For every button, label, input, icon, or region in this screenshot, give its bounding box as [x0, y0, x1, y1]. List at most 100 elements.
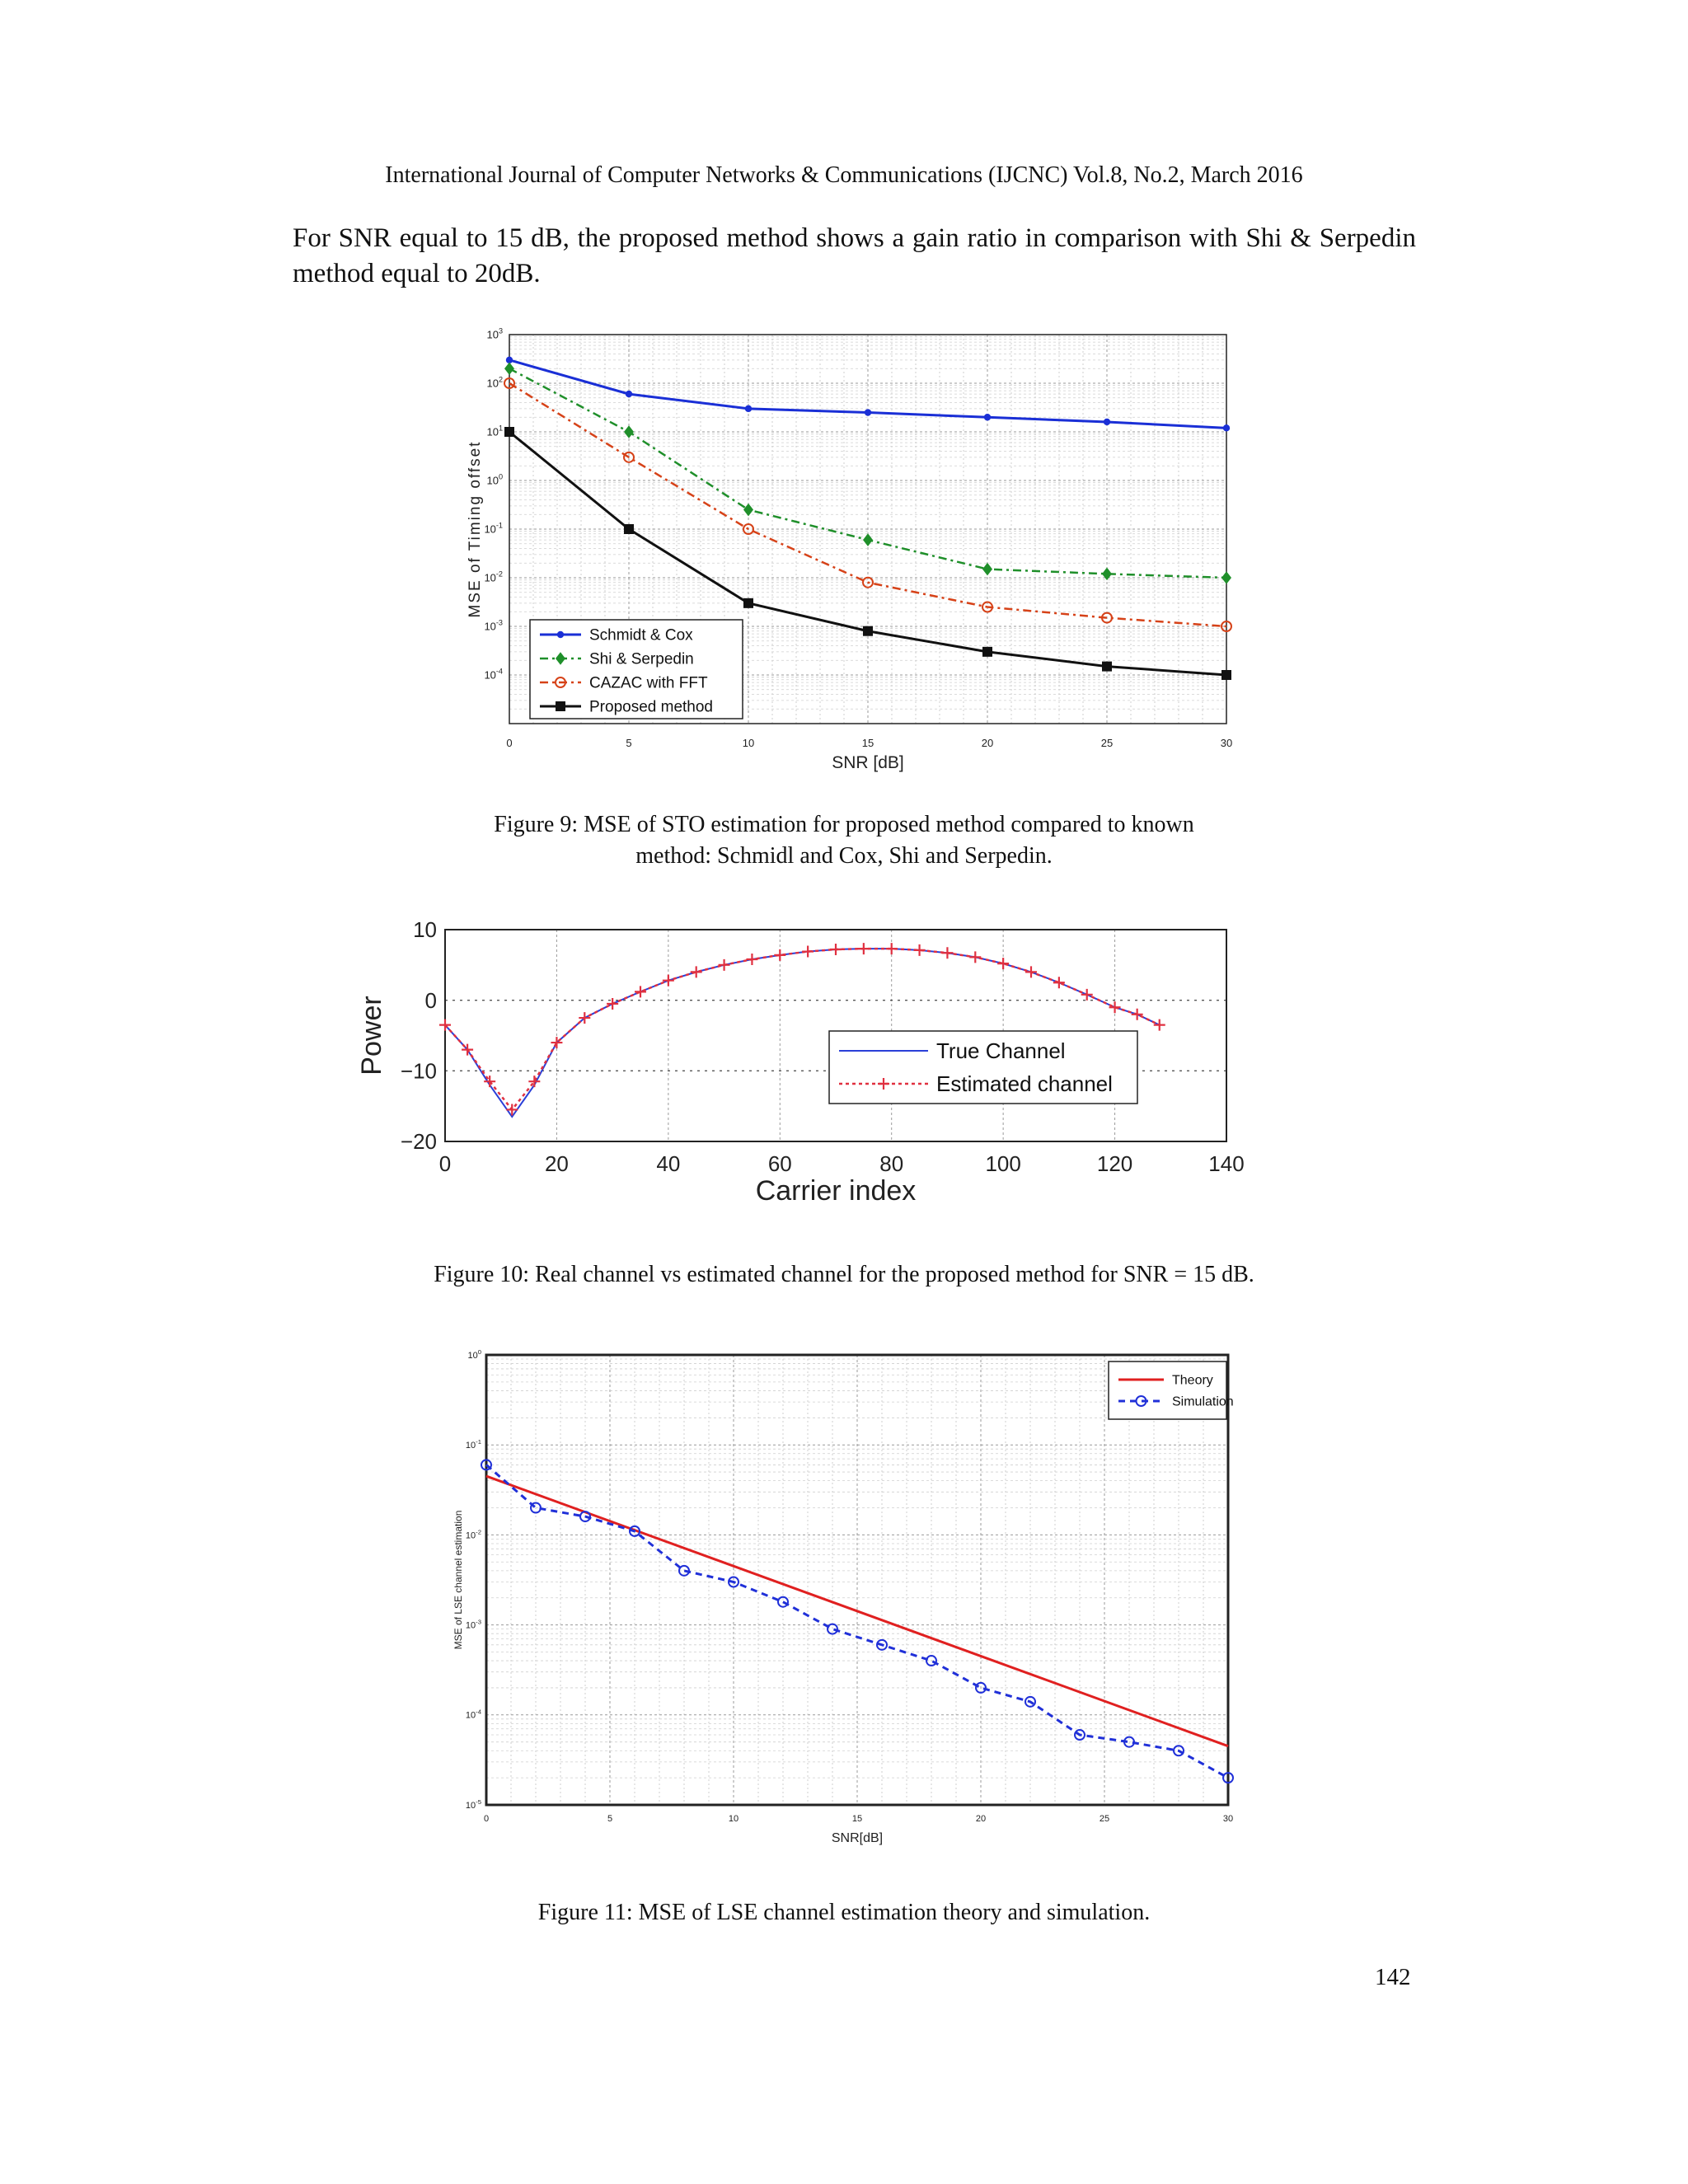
figure-9-caption-line1: Figure 9: MSE of STO estimation for prop…	[494, 812, 1194, 837]
fig10-data-point	[690, 966, 702, 978]
fig9-data-point	[982, 646, 992, 657]
fig9-x-tick-label: 25	[1101, 737, 1113, 749]
fig11-x-tick-label: 25	[1100, 1814, 1109, 1824]
fig10-data-point	[462, 1043, 474, 1056]
fig9-frame	[509, 334, 1227, 724]
fig10-data-point	[662, 974, 674, 987]
fig10-data-point	[857, 943, 870, 955]
fig10-frame	[444, 929, 1227, 1142]
fig11-x-tick-label: 0	[484, 1814, 489, 1824]
fig10-data-point	[969, 951, 982, 963]
fig9-x-tick-label: 10	[743, 737, 754, 749]
fig9-data-point	[862, 576, 874, 588]
fig10-x-tick-label: 40	[656, 1151, 680, 1176]
fig11-legend-label: Simulation	[1172, 1395, 1234, 1409]
fig11-data-point	[579, 1511, 591, 1523]
fig9-data-point	[623, 451, 635, 463]
fig9-series-2	[504, 377, 1232, 632]
fig9-data-point	[743, 598, 753, 608]
fig9-legend-marker	[556, 630, 565, 639]
fig10-data-point	[997, 958, 1010, 970]
fig10-legend-marker	[878, 1078, 889, 1090]
fig10-data-point	[1131, 1008, 1143, 1020]
fig10-data-point	[830, 943, 842, 955]
fig9-legend-label: Proposed method	[589, 699, 713, 716]
fig11-data-point	[678, 1564, 690, 1577]
fig10-y-tick-label: 0	[425, 988, 437, 1013]
fig9-data-point	[982, 562, 992, 576]
fig10-series-1	[439, 943, 1165, 1116]
fig10-data-point	[885, 943, 898, 955]
fig9-data-point	[624, 425, 634, 438]
page-number: 142	[1375, 1964, 1411, 1990]
fig10-legend-label: Estimated channel	[936, 1071, 1113, 1096]
fig11-x-tick-label: 20	[976, 1814, 986, 1824]
fig9-legend-label: Shi & Serpedin	[589, 651, 694, 668]
fig9-data-point	[863, 533, 873, 546]
fig9-data-point	[744, 405, 753, 413]
figure-10-caption-line1: Figure 10: Real channel vs estimated cha…	[434, 1262, 1254, 1287]
fig9-legend-label: CAZAC with FFT	[589, 675, 708, 692]
fig9-x-tick-label: 15	[862, 737, 874, 749]
fig10-data-point	[528, 1076, 541, 1088]
fig10-data-point	[1153, 1019, 1165, 1031]
fig10-x-tick-label: 100	[985, 1151, 1020, 1176]
fig10-series-line	[444, 947, 1160, 1112]
fig9-data-point	[1101, 612, 1113, 624]
fig11-data-point	[728, 1576, 739, 1588]
fig9-data-point	[1222, 424, 1231, 432]
fig10-legend-label: True Channel	[936, 1038, 1066, 1063]
figure-9-caption: Figure 9: MSE of STO estimation for prop…	[0, 809, 1688, 872]
fig9-data-point	[625, 390, 633, 398]
fig11-data-point	[777, 1596, 789, 1608]
fig9-series-3	[504, 427, 1231, 680]
fig11-data-point	[1123, 1736, 1135, 1748]
fig10-data-point	[1053, 977, 1065, 989]
fig10-x-axis-label: Carrier index	[756, 1175, 917, 1207]
fig10-legend: True Channel Estimated channel	[828, 1030, 1138, 1104]
fig11-x-tick-label: 10	[729, 1814, 738, 1824]
fig10-data-point	[802, 945, 814, 958]
fig9-legend-marker	[556, 701, 565, 711]
fig10-data-point	[484, 1076, 496, 1088]
fig11-data-point	[1025, 1695, 1036, 1708]
fig11-y-tick-label: 10-1	[466, 1438, 481, 1451]
fig11-series-line	[485, 1474, 1229, 1748]
fig10-data-point	[774, 949, 786, 961]
fig9-data-point	[1102, 567, 1112, 581]
fig11-y-tick-label: 10-5	[466, 1798, 481, 1811]
fig10-data-point	[506, 1104, 518, 1116]
fig10-data-point	[746, 953, 758, 965]
fig9-legend-marker	[555, 677, 566, 688]
fig11-y-axis-label: MSE of LSE channel estimation	[452, 1511, 464, 1650]
fig11-legend-label: Theory	[1172, 1374, 1213, 1388]
fig11-data-point	[1074, 1729, 1085, 1741]
fig11-legend: Theory Simulation	[1108, 1361, 1234, 1420]
fig9-legend-marker	[556, 652, 565, 665]
fig11-y-tick-label: 10-4	[466, 1708, 482, 1721]
fig11-y-tick-label: 10-3	[466, 1619, 481, 1631]
body-paragraph: For SNR equal to 15 dB, the proposed met…	[293, 223, 1416, 288]
fig10-legend-box	[828, 1030, 1138, 1104]
fig9-data-point	[504, 362, 514, 376]
fig10-data-point	[439, 1019, 451, 1031]
fig9-data-point	[1103, 418, 1111, 426]
fig9-data-point	[1221, 621, 1232, 632]
figure-11-caption: Figure 11: MSE of LSE channel estimation…	[0, 1897, 1688, 1929]
fig11-data-point	[1222, 1772, 1234, 1784]
figure-10-caption: Figure 10: Real channel vs estimated cha…	[0, 1259, 1688, 1291]
fig9-x-tick-label: 0	[506, 737, 512, 749]
fig11-data-point	[975, 1681, 987, 1694]
fig10-y-tick-label: 10	[413, 917, 437, 942]
fig11-data-point	[1173, 1745, 1184, 1757]
fig10-data-point	[551, 1037, 563, 1049]
fig11-data-point	[530, 1502, 542, 1514]
fig9-data-point	[624, 524, 634, 534]
fig9-data-point	[743, 503, 753, 517]
fig10-x-tick-label: 140	[1208, 1151, 1244, 1176]
journal-header: International Journal of Computer Networ…	[385, 162, 1303, 188]
fig10-data-point	[718, 958, 730, 971]
